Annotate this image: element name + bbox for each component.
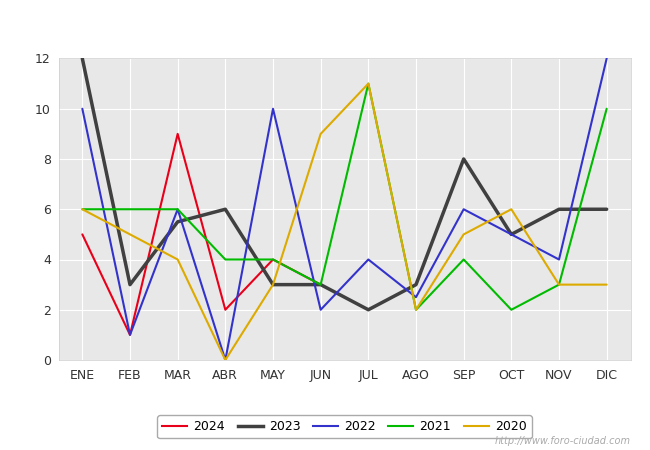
Legend: 2024, 2023, 2022, 2021, 2020: 2024, 2023, 2022, 2021, 2020 (157, 415, 532, 438)
Text: http://www.foro-ciudad.com: http://www.foro-ciudad.com (495, 436, 630, 446)
Text: Matriculaciones de Vehiculos en Villamanrique de la Condesa: Matriculaciones de Vehiculos en Villaman… (48, 16, 602, 34)
